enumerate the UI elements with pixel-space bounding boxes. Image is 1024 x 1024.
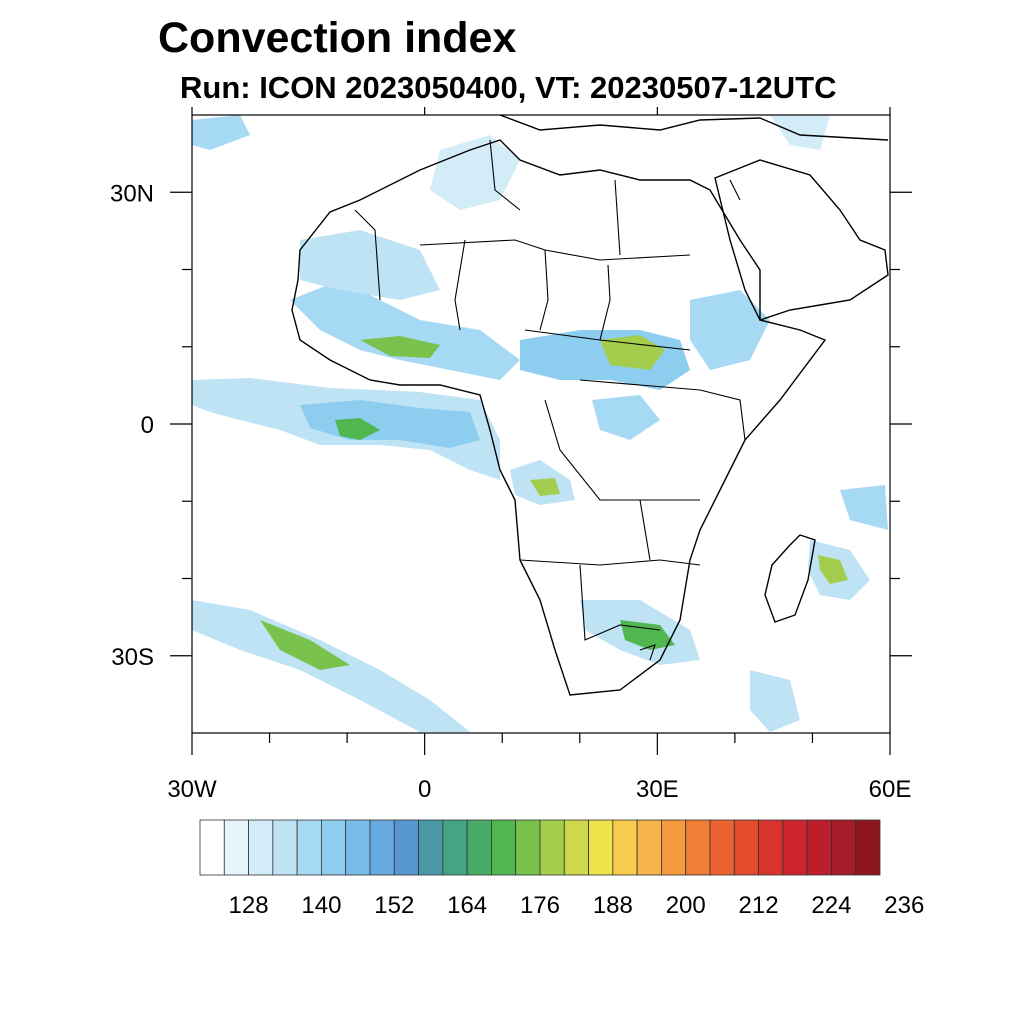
field-patch [300, 230, 440, 300]
colorbar-level-label: 188 [593, 892, 633, 919]
colorbar-swatch [491, 819, 517, 876]
y-tick-label: 30S [111, 644, 154, 671]
madagascar-coastline [764, 534, 816, 623]
y-tick-label: 0 [141, 412, 154, 439]
colorbar-swatch [831, 819, 857, 876]
field-patch [530, 478, 560, 496]
map-subtitle: Run: ICON 2023050400, VT: 20230507-12UTC [180, 70, 837, 105]
field-patch [818, 555, 848, 584]
x-tick-label: 30E [636, 776, 679, 803]
colorbar-swatch [418, 819, 444, 876]
colorbar [199, 819, 881, 876]
colorbar-level-label: 212 [739, 892, 779, 919]
colorbar-swatch [709, 819, 735, 876]
border-line [519, 559, 701, 566]
x-tick-label: 0 [418, 776, 431, 803]
y-tick-label: 30N [110, 180, 154, 207]
colorbar-level-label: 128 [229, 892, 269, 919]
border-line [489, 139, 521, 211]
field-patch [192, 115, 250, 150]
colorbar-swatch [661, 819, 687, 876]
field-patch [520, 330, 690, 390]
colorbar-swatch [296, 819, 322, 876]
x-tick-label: 30W [167, 776, 217, 803]
field-patch [770, 115, 830, 150]
border-line [599, 264, 611, 341]
field-patch [690, 290, 770, 370]
field-patch [840, 485, 888, 530]
colorbar-swatch [369, 819, 395, 876]
colorbar-swatch [612, 819, 638, 876]
axis-ticks [170, 107, 912, 755]
x-tick-label: 60E [869, 776, 912, 803]
colorbar-swatch [442, 819, 468, 876]
field-patch [335, 418, 380, 440]
colorbar-swatch [685, 819, 711, 876]
colorbar-swatch [345, 819, 371, 876]
colorbar-swatch [539, 819, 565, 876]
colorbar-level-label: 200 [666, 892, 706, 919]
map-title: Convection index [158, 14, 517, 62]
border-line [354, 209, 381, 301]
field-patch [260, 620, 350, 670]
border-line [639, 644, 656, 661]
colorbar-swatch [248, 819, 274, 876]
colorbar-level-label: 236 [884, 892, 924, 919]
colorbar-swatch [515, 819, 541, 876]
colorbar-swatch [733, 819, 759, 876]
border-line [419, 239, 691, 261]
border-line [539, 249, 549, 331]
arabia-coastline [714, 159, 889, 321]
europe-coastline [499, 114, 889, 141]
colorbar-swatch [223, 819, 249, 876]
colorbar-swatch [855, 819, 881, 876]
colorbar-level-label: 164 [447, 892, 487, 919]
field-patch [290, 280, 520, 380]
colorbar-swatch [782, 819, 808, 876]
colorbar-swatch [466, 819, 492, 876]
colorbar-labels: 128 140 152 164 176 188 200 212 224 236 [229, 892, 925, 919]
colorbar-swatch [758, 819, 784, 876]
border-line [579, 379, 701, 391]
colorbar-level-label: 224 [811, 892, 851, 919]
convection-field [192, 115, 888, 732]
colorbar-swatch [806, 819, 832, 876]
colorbar-swatch [636, 819, 662, 876]
axis-labels: 30W 0 30E 60E 30N 0 30S [110, 180, 911, 803]
border-line [639, 499, 651, 561]
colorbar-swatch [321, 819, 347, 876]
border-line [614, 179, 621, 256]
field-patch [600, 335, 665, 370]
colorbar-level-label: 152 [374, 892, 414, 919]
field-patch [750, 670, 800, 732]
coastlines [291, 114, 889, 696]
colorbar-swatch [272, 819, 298, 876]
colorbar-swatch [588, 819, 614, 876]
border-line [524, 329, 691, 351]
field-patch [430, 135, 520, 210]
colorbar-swatch [563, 819, 589, 876]
border-line [699, 389, 746, 441]
border-line [544, 399, 700, 501]
country-borders [354, 139, 746, 661]
colorbar-level-label: 140 [301, 892, 341, 919]
colorbar-level-label: 176 [520, 892, 560, 919]
field-patch [620, 620, 675, 650]
colorbar-swatch [393, 819, 419, 876]
border-line [729, 179, 741, 201]
field-patch [592, 395, 660, 440]
border-line [454, 239, 466, 331]
field-patch [360, 336, 440, 358]
colorbar-swatch [199, 819, 225, 876]
africa-coastline [291, 139, 827, 696]
border-line [579, 564, 661, 641]
